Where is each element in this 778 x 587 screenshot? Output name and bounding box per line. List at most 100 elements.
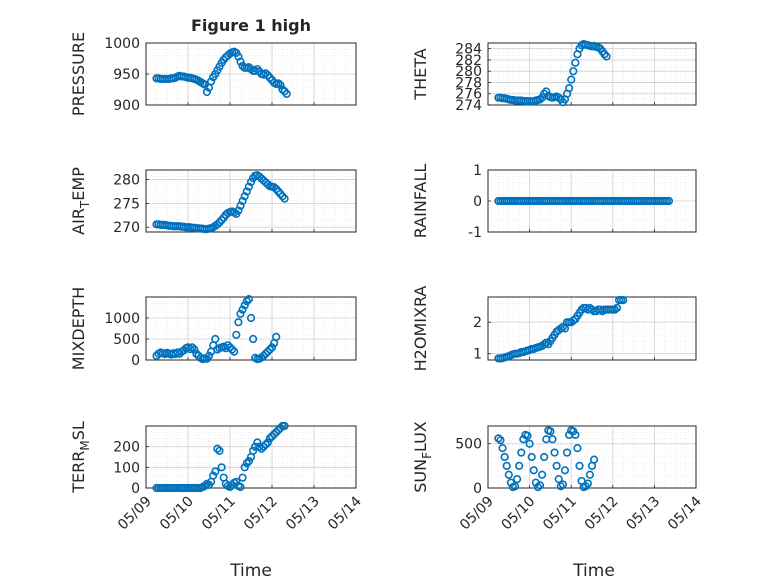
data-point	[249, 334, 258, 344]
x-axis-label-left: Time	[229, 561, 272, 581]
data-point	[230, 347, 239, 356]
data-point	[244, 457, 253, 466]
data-point	[280, 421, 289, 431]
axes-frame	[487, 296, 697, 361]
data-point	[513, 475, 522, 484]
data-point	[278, 85, 287, 94]
x-tick-label: 05/13	[283, 494, 323, 534]
data-point	[263, 347, 272, 356]
data-point	[253, 438, 262, 447]
data-point	[267, 343, 277, 352]
data-point	[261, 349, 270, 358]
data-point	[517, 448, 526, 457]
data-point	[267, 432, 277, 441]
x-tick-label: 05/09	[115, 494, 155, 534]
data-point	[494, 434, 503, 443]
data-point	[238, 196, 247, 206]
y-axis-label-main: TERR	[69, 451, 88, 494]
data-point	[510, 482, 520, 491]
x-tick-label: 05/11	[540, 494, 580, 534]
data-point	[571, 58, 580, 67]
data-point	[240, 463, 249, 472]
data-point	[232, 477, 241, 486]
data-point	[276, 81, 285, 90]
data-point	[573, 444, 582, 453]
y-tick-label: 1	[473, 347, 482, 363]
data-point	[540, 89, 549, 98]
data-point	[515, 461, 524, 470]
y-axis-label-subscript: T	[78, 200, 92, 209]
data-point	[259, 351, 268, 360]
data-point	[207, 77, 216, 86]
data-point	[204, 351, 214, 360]
y-tick-label: 282	[455, 53, 482, 69]
data-point	[257, 444, 266, 453]
x-tick-label: 05/13	[623, 494, 663, 534]
data-point	[225, 343, 235, 352]
y-tick-label: -1	[468, 225, 482, 241]
data-point	[496, 436, 505, 445]
data-point	[504, 470, 513, 479]
data-point	[190, 345, 199, 354]
data-point	[567, 75, 576, 84]
data-point	[236, 201, 245, 210]
data-point	[240, 192, 249, 201]
y-tick-label: 1000	[104, 311, 140, 327]
subplot-4: -1 0 1 RAINFALL	[411, 163, 697, 241]
y-tick-label: 280	[455, 64, 482, 80]
data-point	[202, 87, 211, 97]
data-point	[535, 95, 545, 104]
data-point	[192, 349, 201, 358]
y-tick-label: 950	[113, 67, 140, 83]
data-point	[188, 343, 197, 352]
data-point	[236, 482, 245, 492]
data-point	[263, 438, 272, 447]
data-point	[276, 423, 285, 433]
y-tick-label: 278	[455, 75, 482, 91]
y-axis-label-subscript: F	[420, 452, 434, 459]
y-tick-label: 274	[455, 98, 482, 114]
data-point	[232, 330, 241, 339]
data-point	[664, 196, 674, 206]
data-point	[265, 345, 275, 354]
y-tick-label: 1	[473, 163, 482, 179]
y-axis-label-subscript: M	[78, 440, 92, 450]
y-axis-label: TERRMSL	[69, 421, 92, 494]
y-tick-label: 0	[131, 481, 140, 497]
subplot-3: 270 275 280 AIRTEMP	[69, 167, 357, 236]
data-point	[542, 87, 551, 96]
data-point	[280, 194, 289, 203]
data-point	[583, 479, 592, 488]
data-point	[265, 434, 275, 443]
data-point	[251, 66, 260, 75]
data-point	[234, 318, 243, 327]
data-point	[274, 79, 283, 88]
data-point	[213, 444, 222, 453]
y-tick-label: 500	[455, 437, 482, 453]
data-point	[612, 303, 622, 313]
data-point	[569, 67, 578, 76]
data-point	[562, 448, 572, 457]
data-point	[548, 435, 557, 444]
data-point	[535, 481, 545, 490]
subplot-5: 0 500 1000 MIXDEPTH	[69, 287, 357, 370]
data-point	[223, 341, 232, 350]
y-tick-label: 100	[113, 460, 140, 476]
data-point	[585, 470, 595, 479]
subplot-6: 1 2 H2OMIXRA	[411, 286, 697, 371]
data-point	[619, 296, 628, 305]
data-point	[249, 446, 258, 455]
y-tick-label: 1000	[104, 36, 140, 52]
data-point	[225, 482, 235, 492]
y-tick-label: 270	[113, 220, 140, 236]
data-point	[533, 483, 543, 492]
y-tick-label: 280	[113, 173, 140, 189]
data-point	[259, 442, 268, 451]
y-axis-label-main: SUN	[411, 459, 430, 493]
data-point	[600, 50, 609, 59]
y-tick-label: 276	[455, 87, 482, 103]
data-point	[200, 481, 209, 491]
data-point	[498, 444, 507, 453]
